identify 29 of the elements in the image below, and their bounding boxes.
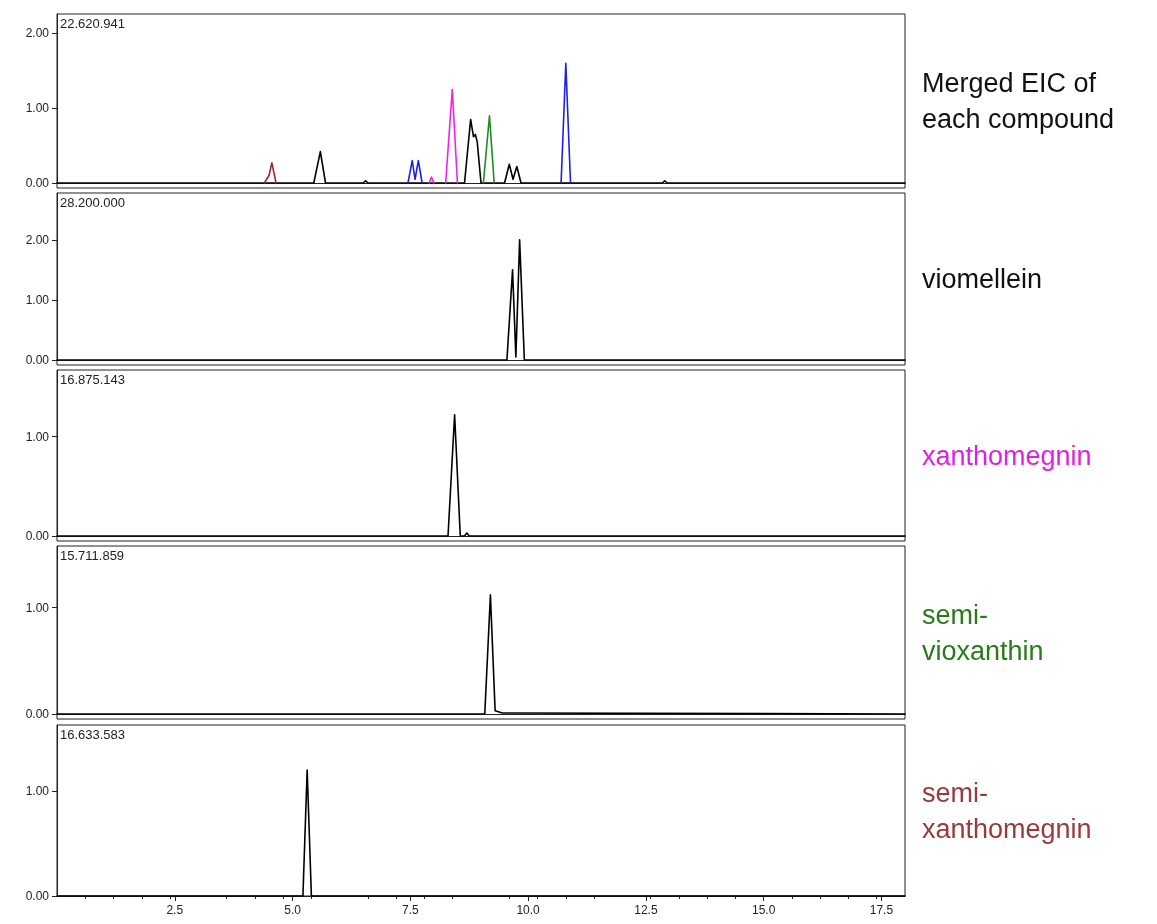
x-tick-label: 17.5 <box>869 903 894 917</box>
annotation: 22.620.941 <box>60 16 126 31</box>
text: xanthomegnin <box>922 440 1092 471</box>
text: Merged EIC of each compound <box>922 68 1115 134</box>
y-tick-label: 0.00 <box>25 707 50 721</box>
annotation: 16.875.143 <box>60 372 126 387</box>
x-tick-label: 2.5 <box>166 903 184 917</box>
y-tick-label: 1.00 <box>25 101 50 116</box>
y-tick-label: 0.00 <box>25 529 50 543</box>
annotation: 15.711.859 <box>60 548 125 563</box>
y-tick-label: 1.00 <box>25 429 50 444</box>
y-tick-label: 0.00 <box>25 176 50 190</box>
x-tick-label: 5.0 <box>284 903 302 917</box>
y-tick-label: 2.00 <box>25 26 50 41</box>
y-tick-label: 1.00 <box>25 292 50 307</box>
x-tick-label: 7.5 <box>401 903 419 917</box>
text: semi- xanthomegnin <box>922 777 1092 844</box>
annotation: 28.200.000 <box>60 195 126 210</box>
y-tick-label: 1.00 <box>25 784 50 799</box>
y-tick-label: 1.00 <box>25 600 50 615</box>
x-tick-label: 10.0 <box>516 903 541 917</box>
x-tick-label: 12.5 <box>634 903 658 917</box>
y-tick-label: 0.00 <box>25 353 50 367</box>
x-tick-label: 15.0 <box>751 903 776 917</box>
text: viomellein <box>922 264 1043 294</box>
text: semi- vioxanthin <box>922 599 1044 666</box>
annotation: 16.633.583 <box>60 727 126 742</box>
y-tick-label: 2.00 <box>25 232 50 247</box>
y-tick-label: 0.00 <box>25 889 50 903</box>
